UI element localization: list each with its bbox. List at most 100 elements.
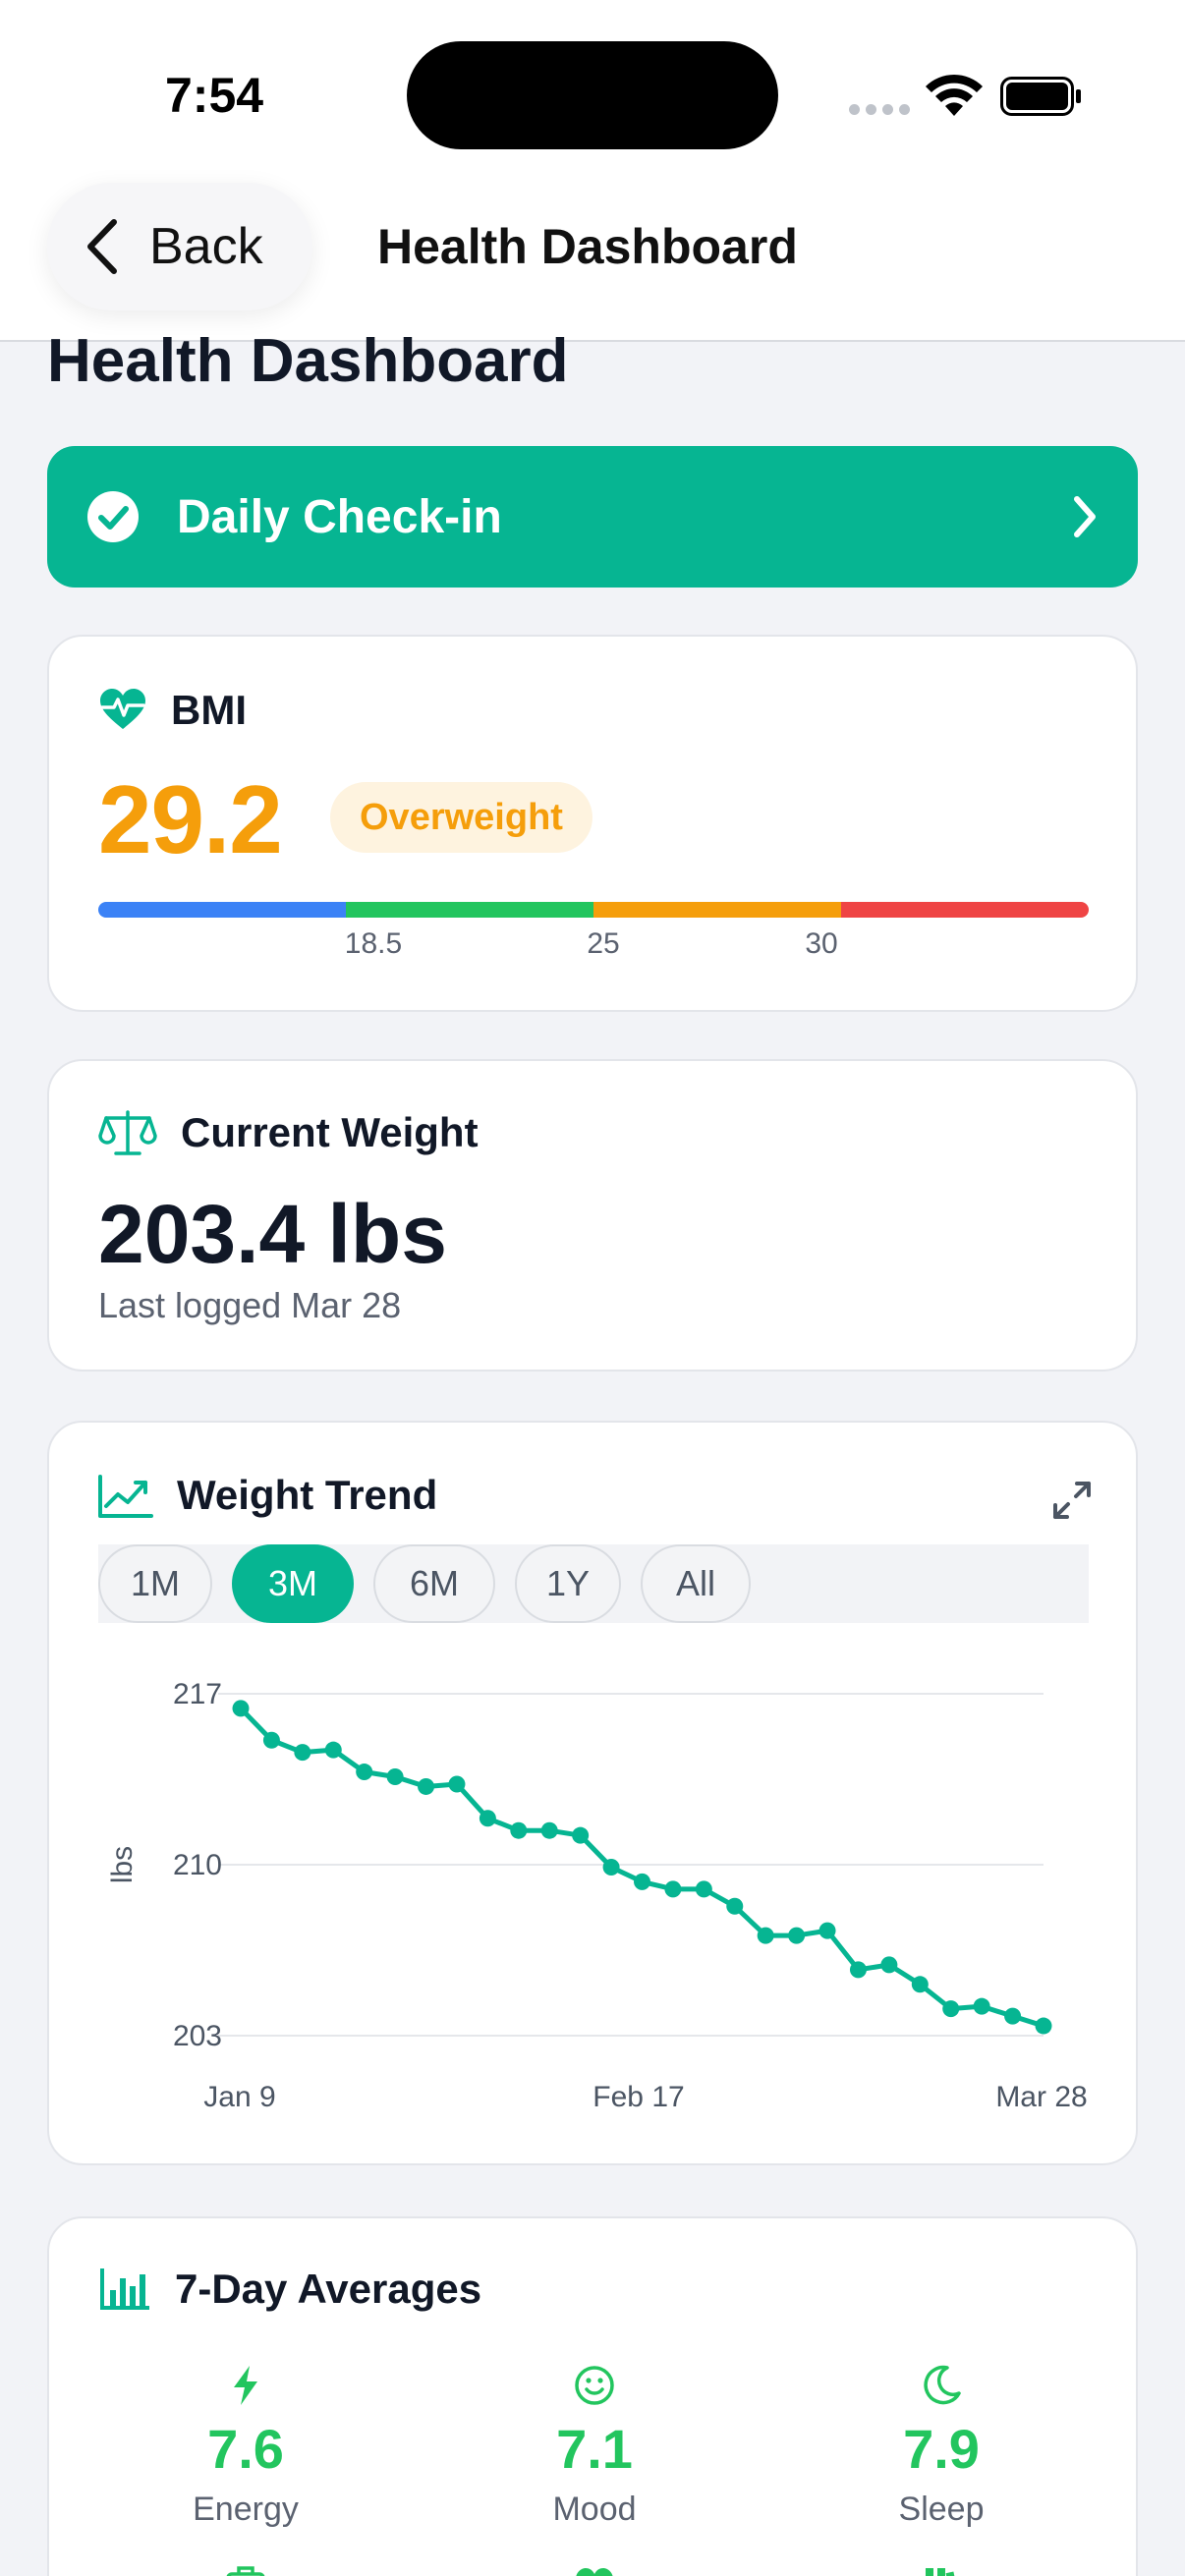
range-1m-button[interactable]: 1M xyxy=(98,1544,212,1623)
data-point xyxy=(294,1744,311,1762)
data-point xyxy=(510,1821,528,1839)
weight-header: Current Weight xyxy=(98,1108,479,1157)
status-bar: 7:54 xyxy=(0,0,1185,187)
bmi-category-badge: Overweight xyxy=(330,782,592,853)
average-sleep: 7.9 Sleep xyxy=(794,2364,1089,2529)
nav-title: Health Dashboard xyxy=(377,219,798,274)
last-logged-text: Last logged Mar 28 xyxy=(98,1285,402,1325)
average-mood: 7.1 Mood xyxy=(447,2364,742,2529)
bmi-scale-overweight xyxy=(593,902,841,918)
trend-header: Weight Trend xyxy=(98,1472,437,1519)
average-label: Mood xyxy=(552,2491,637,2528)
data-point xyxy=(386,1768,404,1786)
data-point xyxy=(572,1826,590,1844)
data-point xyxy=(232,1700,250,1717)
data-point xyxy=(757,1927,774,1944)
data-point xyxy=(262,1731,280,1749)
average-value: 7.6 xyxy=(207,2418,284,2480)
bmi-scale xyxy=(98,902,1089,918)
data-point xyxy=(695,1880,712,1898)
weight-title: Current Weight xyxy=(181,1109,479,1155)
average-label: Energy xyxy=(193,2491,299,2528)
seven-day-averages-card: 7-Day Averages 7.6 Energy 7.1 Mood 7.9 S… xyxy=(47,2216,1138,2576)
bmi-scale-obese xyxy=(841,902,1089,918)
data-point xyxy=(418,1777,435,1795)
heart-pulse-icon xyxy=(100,689,145,729)
average-value: 7.9 xyxy=(903,2418,980,2480)
averages-title: 7-Day Averages xyxy=(175,2266,482,2312)
data-point xyxy=(664,1880,682,1898)
status-time: 7:54 xyxy=(165,68,264,123)
back-button[interactable]: Back xyxy=(47,183,312,310)
y-tick-label: 210 xyxy=(173,1849,222,1881)
bmi-card: BMI 29.2 Overweight 18.5 25 30 xyxy=(47,635,1138,1012)
trending-up-icon xyxy=(98,1475,153,1518)
data-point xyxy=(324,1741,342,1759)
expand-icon[interactable] xyxy=(1051,1480,1093,1521)
data-point xyxy=(602,1858,620,1876)
x-tick-label: Mar 28 xyxy=(995,2081,1087,2113)
range-3m-button[interactable]: 3M xyxy=(232,1544,354,1623)
trend-title: Weight Trend xyxy=(177,1472,438,1518)
moon-icon xyxy=(924,2365,961,2405)
bmi-value: 29.2 xyxy=(98,765,283,873)
daily-checkin-button[interactable]: Daily Check-in xyxy=(47,446,1138,588)
averages-header: 7-Day Averages xyxy=(98,2266,481,2313)
range-selector: 1M 3M 6M 1Y All xyxy=(98,1544,1089,1623)
y-tick-label: 217 xyxy=(173,1678,222,1710)
y-axis-label: lbs xyxy=(106,1846,139,1883)
weight-trend-chart: 217 210 203 lbs Jan 9 Feb 17 Mar 28 xyxy=(106,1678,1088,2113)
briefcase-icon xyxy=(226,2566,265,2576)
range-6m-button[interactable]: 6M xyxy=(373,1544,495,1623)
books-icon xyxy=(926,2568,961,2576)
dynamic-island xyxy=(407,41,778,149)
average-value: 7.1 xyxy=(556,2418,633,2480)
data-point xyxy=(849,1961,867,1979)
current-weight-card: Current Weight 203.4 lbs Last logged Mar… xyxy=(47,1059,1138,1372)
bmi-tick-label: 25 xyxy=(587,927,620,960)
bmi-scale-normal xyxy=(346,902,593,918)
cellular-signal-icon xyxy=(849,104,910,115)
data-point xyxy=(942,2000,960,2018)
bmi-title: BMI xyxy=(171,687,247,733)
x-tick-label: Jan 9 xyxy=(203,2081,275,2113)
battery-icon xyxy=(1000,77,1081,116)
bmi-tick-label: 30 xyxy=(805,927,838,960)
data-point xyxy=(1035,2017,1052,2035)
x-tick-label: Feb 17 xyxy=(592,2081,684,2113)
chevron-right-icon xyxy=(1074,496,1096,537)
range-1y-button[interactable]: 1Y xyxy=(515,1544,621,1623)
check-circle-icon xyxy=(87,491,139,542)
smile-icon xyxy=(575,2366,614,2405)
data-point xyxy=(880,1956,898,1974)
data-point xyxy=(726,1897,744,1915)
bmi-tick-label: 18.5 xyxy=(344,927,403,960)
data-point xyxy=(479,1810,496,1827)
data-point xyxy=(911,1976,929,1993)
data-point xyxy=(818,1922,836,1939)
data-point xyxy=(634,1873,650,1890)
bar-chart-icon xyxy=(100,2268,149,2310)
data-point xyxy=(973,1997,990,2015)
data-point xyxy=(1004,2007,1022,2025)
y-tick-label: 203 xyxy=(173,2020,222,2052)
back-label: Back xyxy=(149,218,263,275)
chevron-left-icon xyxy=(87,219,117,274)
bmi-header: BMI xyxy=(98,686,247,735)
data-point xyxy=(356,1764,373,1781)
bmi-scale-underweight xyxy=(98,902,346,918)
wifi-icon xyxy=(926,74,983,116)
weight-trend-card: 217 210 203 lbs Jan 9 Feb 17 Mar 28 Weight Tre… xyxy=(47,1421,1138,2165)
data-point xyxy=(448,1775,466,1793)
checkin-label: Daily Check-in xyxy=(177,490,502,543)
data-point xyxy=(788,1927,806,1944)
scale-icon xyxy=(98,1110,157,1155)
page-title: Health Dashboard xyxy=(47,327,569,395)
data-point xyxy=(540,1821,558,1839)
lightning-icon xyxy=(234,2366,257,2405)
heart-icon xyxy=(576,2568,613,2576)
weight-value: 203.4 lbs xyxy=(98,1188,447,1280)
range-all-button[interactable]: All xyxy=(641,1544,751,1623)
average-label: Sleep xyxy=(898,2491,985,2528)
average-energy: 7.6 Energy xyxy=(98,2364,393,2529)
